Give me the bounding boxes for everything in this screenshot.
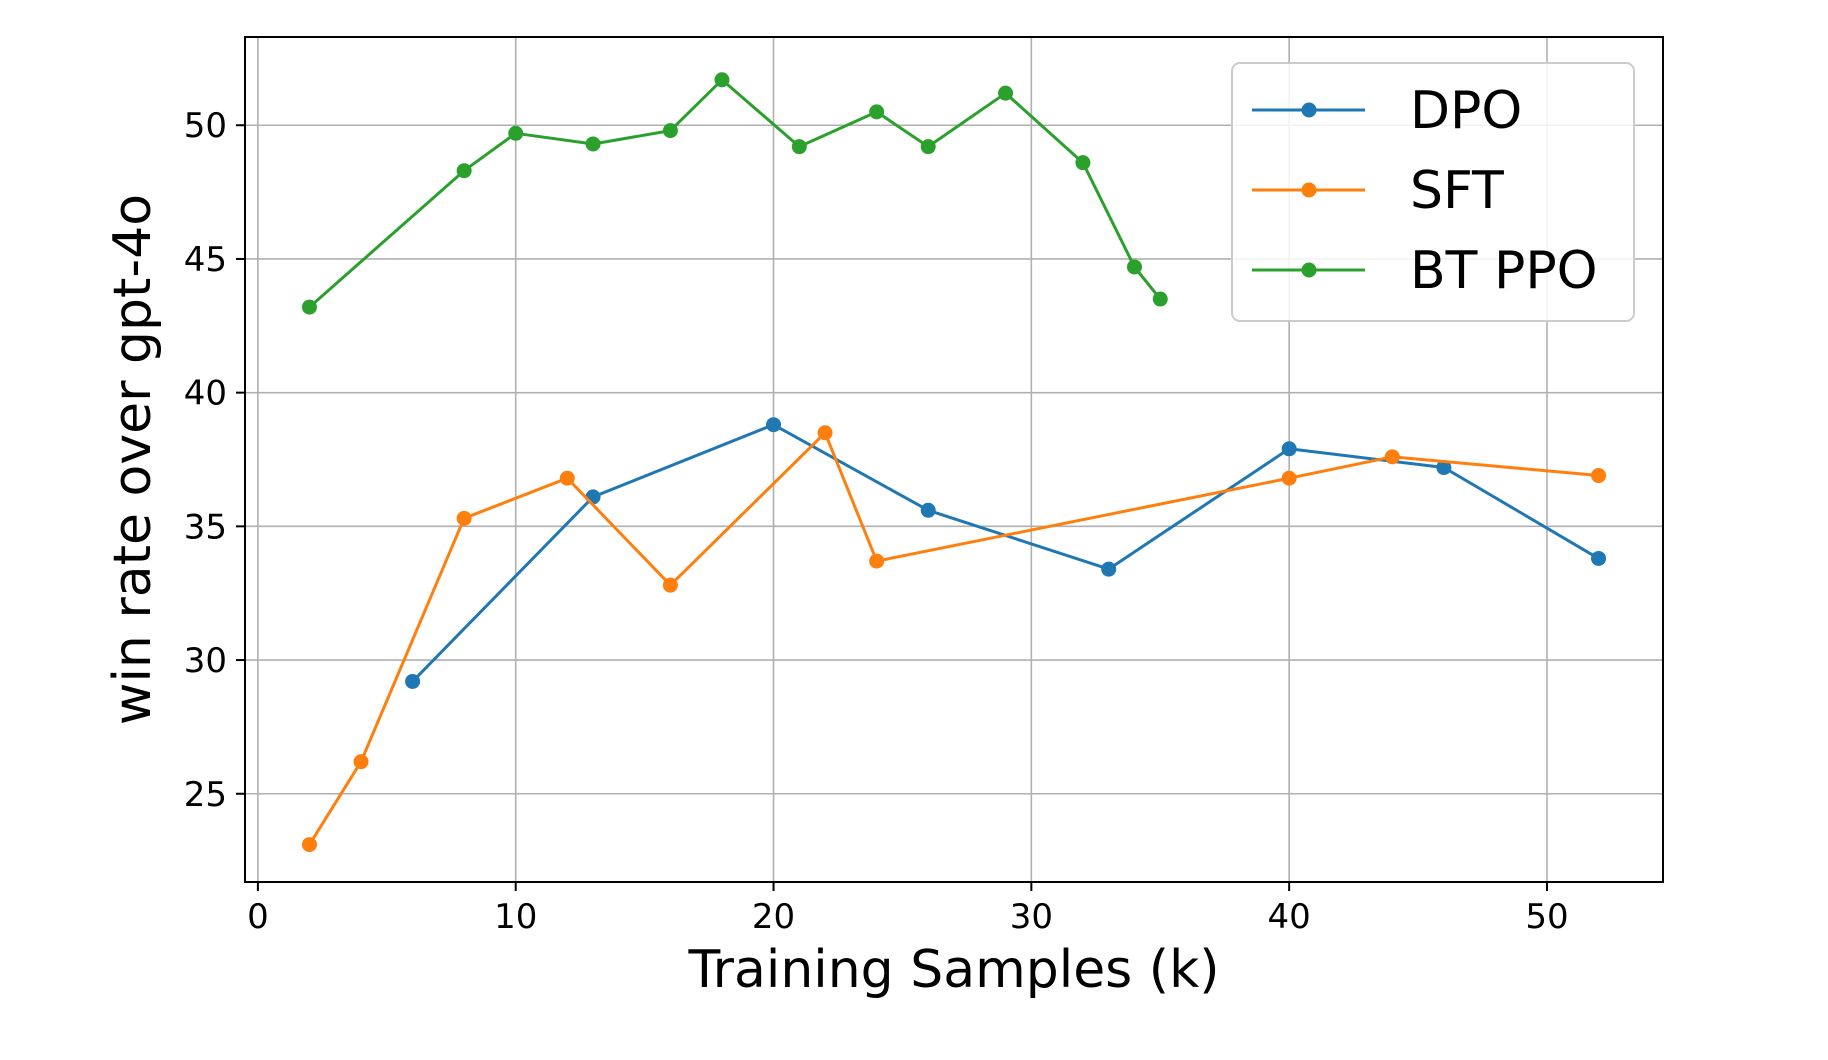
legend-swatch-marker [1301,262,1317,278]
data-point-sft [1591,468,1607,484]
y-axis-title: win rate over gpt-4o [103,194,163,725]
legend-label: SFT [1410,161,1504,221]
x-tick-label: 10 [494,897,537,937]
data-point-sft [301,837,317,853]
series-bt-ppo [301,72,1168,315]
data-point-bt-ppo [1075,155,1091,171]
data-point-sft [662,577,678,593]
y-tick-label: 50 [184,106,227,146]
x-tick-label: 40 [1268,897,1311,937]
legend-swatch-marker [1301,182,1317,198]
data-point-sft [869,553,885,569]
legend-item-bt-ppo: BT PPO [1252,241,1598,301]
legend-label: DPO [1410,81,1522,141]
legend-box [1231,62,1635,322]
data-point-dpo [1436,460,1452,476]
data-point-dpo [585,489,601,505]
data-point-bt-ppo [998,85,1014,101]
data-point-bt-ppo [791,139,807,155]
x-tick-label: 0 [247,897,269,937]
y-tick-label: 45 [184,240,227,280]
data-point-bt-ppo [301,299,317,315]
data-point-bt-ppo [1152,291,1168,307]
data-point-sft [817,425,833,441]
series-group [301,72,1607,853]
series-dpo [405,417,1607,689]
data-point-dpo [405,673,421,689]
series-line-sft [308,431,1599,846]
legend-label: BT PPO [1410,241,1598,301]
data-point-sft [559,470,575,486]
legend: DPO SFT BT PPO [1231,62,1635,322]
data-point-sft [1281,470,1297,486]
data-point-bt-ppo [714,72,730,88]
data-point-bt-ppo [869,104,885,120]
data-point-sft [456,510,472,526]
data-point-sft [353,754,369,770]
tick-group: 0 10 20 30 40 50 25 30 35 40 45 50 [184,106,1569,937]
data-point-bt-ppo [585,136,601,152]
x-axis-title: Training Samples (k) [688,940,1220,1000]
series-line-dpo [411,423,1600,683]
data-point-bt-ppo [508,125,524,141]
data-point-dpo [920,502,936,518]
data-point-dpo [1281,441,1297,457]
series-line-bt-ppo [308,78,1162,309]
legend-item-sft: SFT [1252,161,1504,221]
x-tick-label: 30 [1010,897,1053,937]
data-point-bt-ppo [662,123,678,139]
legend-item-dpo: DPO [1252,81,1522,141]
series-sft [301,425,1607,853]
data-point-dpo [1591,550,1607,566]
data-point-bt-ppo [1126,259,1142,275]
data-point-bt-ppo [456,163,472,179]
y-tick-label: 40 [184,374,227,414]
y-tick-label: 30 [184,641,227,681]
y-tick-label: 25 [184,775,227,815]
x-tick-label: 20 [752,897,795,937]
plot-frame [244,36,1664,883]
data-point-dpo [1101,561,1117,577]
legend-swatch-marker [1301,102,1317,118]
data-point-bt-ppo [920,139,936,155]
data-point-dpo [766,417,782,433]
y-tick-label: 35 [184,507,227,547]
data-point-sft [1384,449,1400,465]
x-tick-label: 50 [1525,897,1568,937]
